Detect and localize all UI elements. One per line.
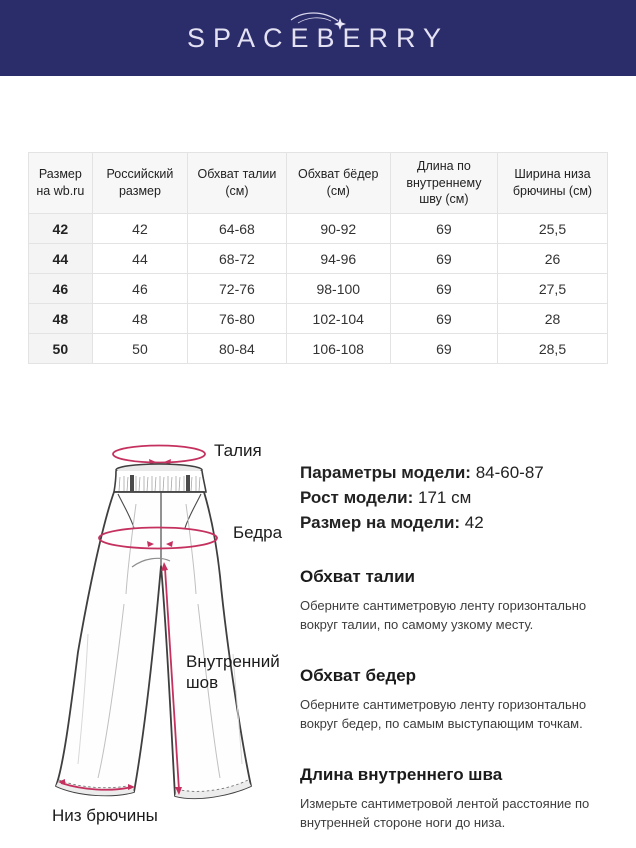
- cell-size: 46: [28, 273, 93, 304]
- section-inseam-title: Длина внутреннего шва: [300, 765, 503, 784]
- brand-header: SPACEBERRY: [0, 0, 636, 76]
- section-hips-text: Оберните сантиметровую ленту горизонталь…: [300, 697, 587, 731]
- model-size-label: Размер на модели:: [300, 513, 461, 532]
- table-row: 46 46 72-76 98-100 69 27,5: [28, 273, 609, 304]
- cell-ru-size: 42: [91, 213, 189, 244]
- cell-hips: 98-100: [285, 273, 391, 304]
- cell-hem-width: 27,5: [496, 273, 609, 304]
- col-header-inseam: Длина по внутреннему шву (см): [389, 152, 498, 214]
- cell-waist: 68-72: [187, 243, 287, 274]
- table-row: 48 48 76-80 102-104 69 28: [28, 303, 609, 334]
- cell-hips: 106-108: [285, 333, 391, 364]
- measurement-info: Параметры модели: 84-60-87 Рост модели: …: [300, 434, 608, 834]
- brand-name: SPACEBERRY: [186, 22, 450, 53]
- cell-inseam: 69: [389, 213, 498, 244]
- cell-hips: 90-92: [285, 213, 391, 244]
- cell-waist: 64-68: [187, 213, 287, 244]
- cell-hips: 102-104: [285, 303, 391, 334]
- model-params-label: Параметры модели:: [300, 463, 471, 482]
- table-header-row: Размер на wb.ru Российский размер Обхват…: [28, 152, 609, 214]
- waist-label: Талия: [214, 441, 262, 460]
- cell-waist: 76-80: [187, 303, 287, 334]
- cell-hem-width: 26: [496, 243, 609, 274]
- cell-inseam: 69: [389, 303, 498, 334]
- cell-hem-width: 28: [496, 303, 609, 334]
- measurement-guide: Талия Бедра Внутренний шов Низ брючины П…: [28, 434, 608, 834]
- model-size-line: Размер на модели: 42: [300, 510, 608, 535]
- cell-ru-size: 44: [91, 243, 189, 274]
- cell-hips: 94-96: [285, 243, 391, 274]
- section-inseam-text: Измерьте сантиметровой лентой расстояние…: [300, 796, 590, 830]
- cell-size: 44: [28, 243, 93, 274]
- cell-size: 42: [28, 213, 93, 244]
- model-height-value: 171 см: [417, 488, 472, 507]
- cell-inseam: 69: [389, 333, 498, 364]
- model-params-line: Параметры модели: 84-60-87: [300, 460, 608, 485]
- brand-logo: SPACEBERRY: [186, 11, 450, 53]
- col-header-ru-size: Российский размер: [91, 152, 189, 214]
- cell-size: 50: [28, 333, 93, 364]
- model-height-label: Рост модели:: [300, 488, 414, 507]
- model-size-value: 42: [464, 513, 484, 532]
- col-header-wb-size: Размер на wb.ru: [28, 152, 93, 214]
- table-row: 44 44 68-72 94-96 69 26: [28, 243, 609, 274]
- cell-waist: 80-84: [187, 333, 287, 364]
- hem-label: Низ брючины: [52, 806, 158, 825]
- cell-ru-size: 50: [91, 333, 189, 364]
- col-header-hips: Обхват бёдер (см): [285, 152, 391, 214]
- section-waist: Обхват талии Оберните сантиметровую лент…: [300, 567, 608, 634]
- table-row: 42 42 64-68 90-92 69 25,5: [28, 213, 609, 244]
- cell-hem-width: 28,5: [496, 333, 609, 364]
- pants-diagram: Талия Бедра Внутренний шов Низ брючины: [28, 434, 300, 834]
- section-waist-title: Обхват талии: [300, 567, 415, 586]
- size-chart-table: Размер на wb.ru Российский размер Обхват…: [28, 152, 609, 364]
- col-header-waist: Обхват талии (см): [187, 152, 287, 214]
- table-row: 50 50 80-84 106-108 69 28,5: [28, 333, 609, 364]
- pants-drawing: [55, 444, 252, 800]
- section-hips-title: Обхват бедер: [300, 666, 417, 685]
- section-hips: Обхват бедер Оберните сантиметровую лент…: [300, 666, 608, 733]
- model-params-value: 84-60-87: [475, 463, 544, 482]
- section-waist-text: Оберните сантиметровую ленту горизонталь…: [300, 598, 587, 632]
- cell-waist: 72-76: [187, 273, 287, 304]
- hips-label: Бедра: [233, 523, 283, 542]
- inseam-label: Внутренний шов: [186, 652, 280, 692]
- cell-ru-size: 48: [91, 303, 189, 334]
- cell-inseam: 69: [389, 243, 498, 274]
- model-height-line: Рост модели: 171 см: [300, 485, 608, 510]
- section-inseam: Длина внутреннего шва Измерьте сантиметр…: [300, 765, 608, 832]
- cell-inseam: 69: [389, 273, 498, 304]
- col-header-hem-width: Ширина низа брючины (см): [496, 152, 609, 214]
- cell-size: 48: [28, 303, 93, 334]
- cell-hem-width: 25,5: [496, 213, 609, 244]
- model-parameters: Параметры модели: 84-60-87 Рост модели: …: [300, 460, 608, 535]
- cell-ru-size: 46: [91, 273, 189, 304]
